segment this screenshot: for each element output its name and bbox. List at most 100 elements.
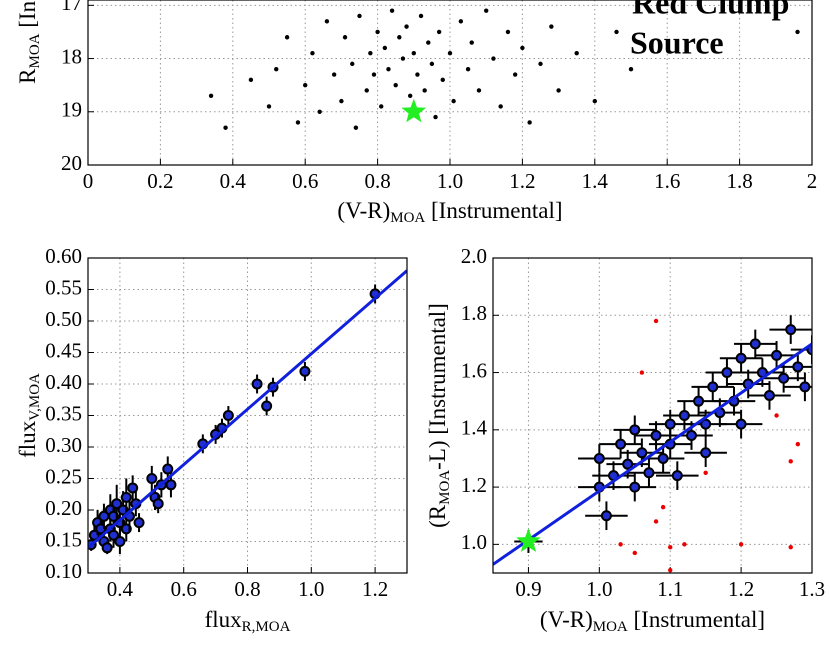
point <box>152 498 164 510</box>
point <box>400 56 406 61</box>
point <box>538 61 543 67</box>
point <box>615 438 627 450</box>
point <box>556 88 561 93</box>
y-tick-label: 0.50 <box>45 307 82 331</box>
point <box>799 381 811 393</box>
panel: 0.4 0.6 0.8 1.0 1.2 0.10 0.15 0.20 0.25 0.30 0.35 0… <box>15 244 408 635</box>
point <box>223 125 228 130</box>
point <box>484 8 489 13</box>
point <box>208 93 214 99</box>
x-tick-label: 1.2 <box>362 577 388 601</box>
axis-label: (RMOA-L) [Instrumental] <box>425 303 453 528</box>
x-tick-label: 1.2 <box>509 169 535 193</box>
x-tick-label: 0.8 <box>234 577 260 601</box>
point <box>422 88 427 93</box>
y-tick-label: 1.0 <box>461 530 487 554</box>
x-tick-label: 2 <box>807 169 818 193</box>
point <box>498 104 503 109</box>
point <box>520 45 525 51</box>
point <box>763 389 775 401</box>
point <box>707 381 719 393</box>
point <box>491 56 496 61</box>
point <box>693 395 705 407</box>
y-tick-label: 0.40 <box>45 370 82 394</box>
point <box>668 567 673 573</box>
x-tick-label: 1.0 <box>437 169 463 193</box>
point <box>393 82 398 88</box>
point <box>382 45 388 51</box>
axis-label-part: (V-R) <box>540 607 593 632</box>
axis-label-subscript: MOA <box>437 470 453 505</box>
x-tick-label: 1.2 <box>728 577 754 601</box>
point <box>664 418 676 430</box>
point <box>133 517 145 529</box>
point <box>668 545 673 550</box>
point <box>357 13 362 19</box>
y-tick-label: 1.6 <box>461 358 487 382</box>
x-tick-label: 1.4 <box>582 169 609 193</box>
axis-label-part: [Instrumental] <box>15 0 40 33</box>
x-tick-label: 0 <box>83 169 94 193</box>
point <box>600 510 612 522</box>
point <box>795 441 801 447</box>
point <box>749 338 761 350</box>
plot-frame <box>492 257 813 574</box>
y-tick-label: 1.8 <box>461 301 487 325</box>
x-tick-label: 0.6 <box>171 577 197 601</box>
y-tick-label: 0.30 <box>45 433 82 457</box>
point <box>101 542 113 554</box>
point <box>274 66 279 72</box>
point <box>114 536 126 547</box>
legend-entry: Source <box>630 24 724 60</box>
axis-label-subscript: MOA <box>593 619 628 635</box>
point <box>643 467 655 479</box>
point <box>397 35 402 40</box>
x-tick-label: 0.8 <box>364 169 390 193</box>
point <box>458 19 464 24</box>
point <box>426 40 431 45</box>
point <box>774 413 779 418</box>
y-tick-label: 0.35 <box>45 401 82 425</box>
plot-frame <box>87 257 408 574</box>
y-tick-label: 0.55 <box>45 275 82 299</box>
point <box>429 61 435 67</box>
plot-area <box>208 8 800 130</box>
point <box>622 458 634 470</box>
point <box>735 352 747 364</box>
point <box>778 372 790 384</box>
point <box>379 104 384 109</box>
axis-label-subscript: MOA <box>390 210 425 226</box>
point <box>324 19 330 24</box>
fit-line <box>493 342 812 566</box>
point <box>299 365 311 377</box>
plot-area <box>88 269 407 555</box>
point <box>162 463 174 475</box>
point <box>389 8 395 13</box>
point <box>703 470 708 475</box>
point <box>261 400 273 412</box>
point <box>671 470 683 482</box>
point <box>295 120 301 125</box>
x-tick-label: 0.4 <box>107 577 134 601</box>
point <box>469 40 474 45</box>
y-tick-label: 0.60 <box>45 244 82 268</box>
x-tick-label: 1.1 <box>657 577 683 601</box>
point <box>368 51 373 56</box>
point <box>371 72 377 77</box>
y-tick-label: 0.15 <box>45 527 82 551</box>
point <box>771 349 783 361</box>
axis-label: fluxR,MOA <box>205 607 291 635</box>
point <box>653 318 659 324</box>
axis-label-part: (V-R) <box>337 198 390 223</box>
point <box>317 109 322 114</box>
panel: 0 0.2 0.4 0.6 0.8 1.0 1.2 1.4 1.6 1.8 2 17 18 19 20 (V-… <box>15 0 817 226</box>
point <box>266 104 272 109</box>
point <box>527 120 532 125</box>
point <box>795 29 800 35</box>
legend-entry: Red Clump <box>632 0 789 20</box>
y-tick-label: 1.4 <box>461 416 488 440</box>
x-tick-label: 0.9 <box>515 577 541 601</box>
y-tick-label: 0.45 <box>45 338 82 362</box>
axis-label: fluxV,MOA <box>15 373 43 458</box>
x-tick-label: 1.0 <box>586 577 612 601</box>
